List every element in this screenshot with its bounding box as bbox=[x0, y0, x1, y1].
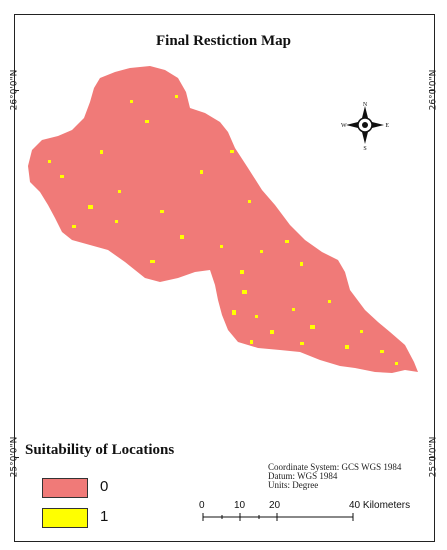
lat-tick-left-north bbox=[14, 90, 19, 91]
east-letter: E bbox=[385, 123, 389, 129]
map-title: Final Restiction Map bbox=[156, 33, 291, 49]
datum-text: Datum: WGS 1984 bbox=[268, 471, 338, 481]
south-letter: S bbox=[363, 146, 366, 150]
suitable-patches bbox=[48, 95, 398, 365]
legend-swatch-0 bbox=[42, 478, 88, 498]
north-arrow-icon: N S E W bbox=[341, 102, 389, 150]
north-letter: N bbox=[363, 102, 368, 108]
legend-swatch-1 bbox=[42, 508, 88, 528]
scale-label-0: 0 bbox=[199, 500, 205, 511]
units-text: Units: Degree bbox=[268, 480, 319, 490]
scale-label-40: 40 Kilometers bbox=[349, 500, 411, 511]
lat-tick-right-south bbox=[429, 457, 434, 458]
scale-label-20: 20 bbox=[269, 500, 281, 511]
legend-label-1: 1 bbox=[100, 508, 109, 525]
region-polygon bbox=[28, 66, 418, 373]
legend-title: Suitability of Locations bbox=[25, 442, 175, 458]
lat-tick-left-south bbox=[14, 457, 19, 458]
coordinate-system-text: Coordinate System: GCS WGS 1984 bbox=[268, 462, 402, 472]
scale-label-10: 10 bbox=[234, 500, 246, 511]
legend-label-0: 0 bbox=[100, 478, 109, 495]
lat-tick-right-north bbox=[429, 90, 434, 91]
west-letter: W bbox=[341, 123, 347, 129]
